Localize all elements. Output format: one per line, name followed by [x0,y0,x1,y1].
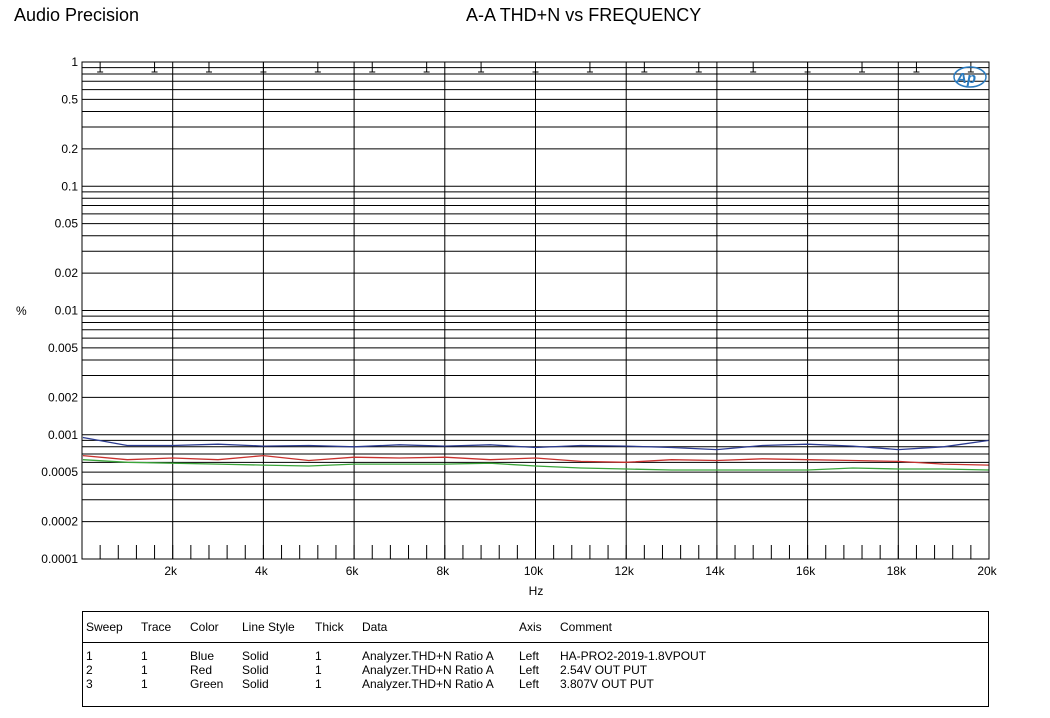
x-tick-label: 16k [796,564,816,578]
x-tick-label: 20k [977,564,997,578]
legend-header-trace: Trace [141,620,172,634]
legend-row-comment: 2.54V OUT PUT [560,663,648,677]
legend-row-axis: Left [519,663,540,677]
legend-row-data: Analyzer.THD+N Ratio A [362,663,494,677]
legend-row-thick: 1 [315,677,322,691]
plot-frame [81,61,990,560]
sweep-legend-table: Sweep Trace Color Line Style Thick Data … [82,611,989,707]
brand-name: Audio Precision [14,5,140,25]
legend-header-line-style: Line Style [242,620,295,634]
series-line-green [82,459,990,471]
y-tick-label: 0.05 [55,217,79,231]
x-tick-label: 4k [255,564,269,578]
legend-row-color: Blue [190,649,215,663]
series-line-blue [82,436,990,451]
legend-row-comment: HA-PRO2-2019-1.8VPOUT [560,649,707,663]
legend-row-axis: Left [519,677,540,691]
legend-row-line-style: Solid [242,649,269,663]
legend-row-sweep: 1 [86,649,93,663]
x-tick-label: 8k [436,564,450,578]
x-axis-label: Hz [529,584,544,598]
y-axis-label: % [16,304,27,318]
x-tick-label: 14k [705,564,725,578]
legend-row-trace: 1 [141,649,148,663]
legend-row-sweep: 2 [86,663,93,677]
legend-header-data: Data [362,620,388,634]
legend-row-thick: 1 [315,663,322,677]
series-line-red [82,454,990,466]
legend-header-divider [83,642,988,643]
y-tick-label: 0.0002 [41,515,78,529]
x-tick-label: 6k [346,564,360,578]
y-tick-label: 0.5 [61,92,78,106]
legend-row-trace: 1 [141,677,148,691]
legend-row-data: Analyzer.THD+N Ratio A [362,677,494,691]
y-tick-label: 0.02 [55,266,79,280]
svg-text:Ap: Ap [955,70,976,87]
legend-row-trace: 1 [141,663,148,677]
grid-lines [82,62,989,559]
y-tick-label: 0.0001 [41,552,78,566]
legend-row-data: Analyzer.THD+N Ratio A [362,649,494,663]
y-tick-label: 0.001 [48,428,78,442]
legend-row-axis: Left [519,649,540,663]
legend-row-line-style: Solid [242,663,269,677]
legend-header-sweep: Sweep [86,620,123,634]
x-tick-label: 18k [887,564,907,578]
legend-row-thick: 1 [315,649,322,663]
legend-row-color: Green [190,677,224,691]
legend-row-sweep: 3 [86,677,93,691]
y-tick-labels: 1 0.5 0.2 0.1 0.05 0.02 0.01 0.005 0.002 0.001 0.0… [41,55,78,566]
y-tick-label: 0.0005 [41,465,78,479]
x-tick-label: 2k [164,564,178,578]
x-tick-label: 10k [524,564,544,578]
x-tick-labels: 2k 4k 6k 8k 10k 12k 14k 16k 18k 20k [164,564,997,578]
legend-header-comment: Comment [560,620,613,634]
ap-logo-icon: Ap [953,66,987,88]
chart-title: A-A THD+N vs FREQUENCY [466,5,702,25]
y-tick-label: 0.2 [61,142,78,156]
legend-header-color: Color [190,620,219,634]
legend-header-axis: Axis [519,620,542,634]
y-tick-label: 1 [71,55,78,69]
legend-row-line-style: Solid [242,677,269,691]
y-tick-label: 0.01 [55,304,79,318]
y-tick-label: 0.005 [48,341,78,355]
data-series [82,436,990,471]
thd-n-chart: 1 0.5 0.2 0.1 0.05 0.02 0.01 0.005 0.002 0.001 0.0… [16,55,998,598]
x-tick-label: 12k [615,564,635,578]
legend-row-color: Red [190,663,213,677]
legend-header-thick: Thick [315,620,344,634]
legend-row-comment: 3.807V OUT PUT [560,677,654,691]
y-tick-label: 0.1 [61,179,78,193]
y-tick-label: 0.002 [48,390,78,404]
